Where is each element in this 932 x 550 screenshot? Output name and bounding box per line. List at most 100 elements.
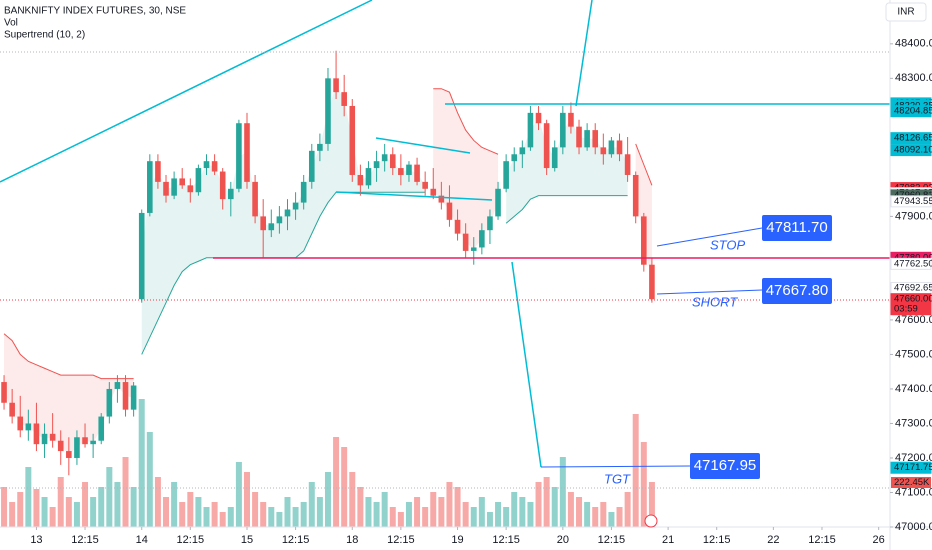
y-tick-label: 47000.00 bbox=[895, 521, 932, 533]
callout-note: SHORT bbox=[692, 294, 738, 309]
candle-body bbox=[389, 154, 396, 169]
price-tag-label: 48092.10 bbox=[894, 145, 932, 156]
volume-bar bbox=[373, 502, 380, 527]
candle-body bbox=[543, 123, 550, 169]
candle-body bbox=[511, 154, 518, 162]
volume-bar bbox=[227, 507, 234, 527]
price-tag-label: 47943.55 bbox=[894, 196, 932, 207]
price-tag-label: 48204.85 bbox=[894, 106, 932, 117]
candle-body bbox=[349, 105, 356, 175]
volume-bar bbox=[389, 507, 396, 527]
candle-body bbox=[308, 150, 315, 182]
candle-body bbox=[325, 78, 331, 144]
candle-body bbox=[519, 147, 526, 155]
currency-button[interactable] bbox=[885, 2, 927, 22]
volume-bar bbox=[25, 467, 32, 527]
volume-bar bbox=[535, 482, 542, 527]
supertrend-fill bbox=[4, 333, 134, 455]
x-tick-label: 12:15 bbox=[282, 534, 310, 546]
drawings bbox=[0, 0, 890, 489]
candle-body bbox=[576, 126, 582, 148]
candle-body bbox=[9, 402, 15, 417]
volume-bar bbox=[527, 502, 534, 527]
candle-body bbox=[98, 416, 105, 441]
candle-body bbox=[187, 185, 194, 193]
target-line bbox=[511, 261, 542, 468]
volume-bar bbox=[219, 512, 226, 527]
event-icon[interactable] bbox=[644, 514, 658, 528]
price-tag-label: 47762.50 bbox=[894, 258, 932, 269]
callout-note: STOP bbox=[710, 237, 745, 252]
price-tag-label: 47780.00 bbox=[894, 252, 932, 263]
x-tick-label: 13 bbox=[30, 534, 42, 546]
volume-bar bbox=[243, 472, 250, 527]
candle-body bbox=[292, 202, 299, 210]
candle-body bbox=[300, 181, 307, 203]
candle-body bbox=[268, 223, 275, 231]
volume-bar bbox=[17, 492, 24, 527]
price-tag bbox=[890, 461, 932, 474]
price-tag-label: 47171.75 bbox=[894, 462, 932, 473]
volume-bar bbox=[414, 497, 421, 527]
volume-bar bbox=[57, 477, 64, 527]
candle-body bbox=[66, 451, 72, 458]
volume-bar bbox=[82, 482, 89, 527]
volume-bar bbox=[268, 507, 275, 527]
volume-bar bbox=[130, 487, 137, 527]
y-tick-label: 47100.00 bbox=[895, 486, 932, 498]
price-tag-label: 48126.65 bbox=[894, 133, 932, 144]
y-tick-label: 47900.00 bbox=[895, 210, 932, 222]
candle-body bbox=[138, 212, 145, 300]
volume-bar bbox=[430, 492, 437, 527]
candle-body bbox=[462, 233, 469, 251]
x-tick-label: 19 bbox=[451, 534, 463, 546]
volume-bar bbox=[470, 507, 477, 527]
candle-body bbox=[203, 161, 210, 169]
y-tick-label: 48400.00 bbox=[895, 38, 932, 50]
candle-body bbox=[333, 78, 339, 93]
volume-bar bbox=[543, 477, 550, 527]
candle-body bbox=[130, 385, 137, 410]
y-tick-label: 47200.00 bbox=[895, 452, 932, 464]
candle-body bbox=[49, 433, 56, 441]
volume-bar bbox=[397, 512, 404, 527]
candle-body bbox=[25, 423, 32, 431]
x-tick-label: 18 bbox=[346, 534, 358, 546]
volume-bar bbox=[357, 487, 364, 527]
supertrend-line bbox=[505, 195, 628, 224]
candle-body bbox=[454, 219, 461, 234]
candle-body bbox=[211, 161, 218, 172]
volume-bar bbox=[486, 512, 493, 527]
volume-bar bbox=[195, 497, 202, 527]
volume-bar bbox=[114, 482, 121, 527]
volume-bar bbox=[624, 492, 631, 527]
candle-body bbox=[155, 161, 161, 182]
x-tick-label: 26 bbox=[873, 534, 885, 546]
volume-bar bbox=[203, 507, 210, 527]
series-layer bbox=[1, 50, 655, 527]
volume-bar bbox=[600, 502, 607, 527]
candle-body bbox=[1, 382, 7, 403]
stop-pointer bbox=[656, 227, 763, 247]
currency[interactable]: INR bbox=[897, 7, 914, 18]
countdown: 03:59 bbox=[894, 304, 918, 315]
volume-bar bbox=[65, 497, 72, 527]
candle-body bbox=[584, 130, 590, 148]
candle-body bbox=[373, 161, 380, 169]
wedge-line bbox=[375, 137, 471, 154]
candle-body bbox=[260, 216, 266, 231]
price-tag bbox=[890, 132, 932, 145]
y-tick-label: 47400.00 bbox=[895, 383, 932, 395]
volume-bar bbox=[478, 497, 485, 527]
volume-bar bbox=[260, 502, 267, 527]
candle-body bbox=[551, 147, 558, 169]
price-tag bbox=[890, 195, 932, 208]
callout-box bbox=[762, 215, 832, 241]
volume-bar bbox=[584, 502, 591, 527]
price-tag bbox=[890, 144, 932, 157]
x-tick-label: 12:15 bbox=[387, 534, 415, 546]
candle-body bbox=[57, 440, 64, 452]
candle-body bbox=[244, 123, 250, 182]
candle-body bbox=[74, 437, 80, 458]
candle-body bbox=[470, 247, 477, 251]
